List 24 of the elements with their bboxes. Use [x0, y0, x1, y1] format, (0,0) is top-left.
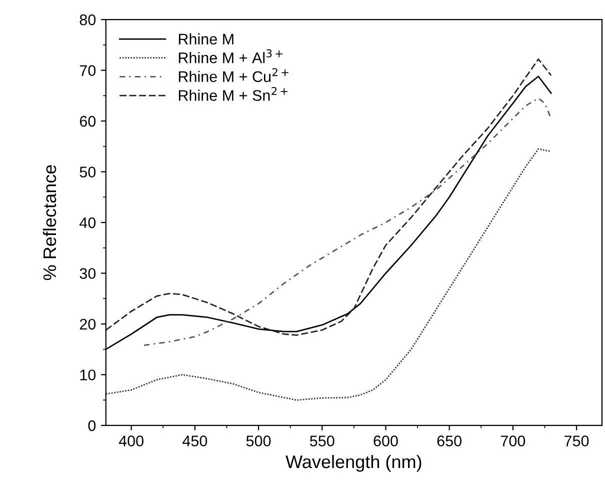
- x-tick-label: 700: [500, 436, 526, 446]
- x-tick-label: 450: [182, 436, 208, 446]
- y-tick-label: 70: [80, 65, 96, 76]
- y-tick-label: 80: [80, 14, 96, 26]
- x-axis-title: Wavelength (nm): [286, 454, 422, 472]
- x-tick-label: 650: [437, 436, 462, 446]
- y-tick-label: 40: [80, 217, 96, 228]
- legend-label: Rhine M + Al$^{3+}$: [178, 49, 282, 64]
- y-axis-title: % Reflectance: [42, 165, 56, 280]
- x-tick-label: 400: [118, 436, 144, 446]
- y-tick-label: 10: [80, 370, 96, 380]
- y-tick-label: 50: [80, 166, 96, 178]
- y-tick-label: 60: [80, 116, 96, 127]
- legend-label: Rhine M + Sn$^{2+}$: [178, 86, 288, 101]
- x-tick-label: 600: [374, 436, 398, 446]
- y-tick-label: 30: [80, 268, 96, 279]
- x-tick-label: 750: [564, 436, 589, 446]
- x-tick-label: 550: [310, 436, 334, 446]
- x-tick-label: 500: [246, 436, 271, 446]
- y-tick-label: 0: [88, 420, 96, 432]
- line-series: [106, 148, 552, 401]
- legend-label: Rhine M: [178, 33, 234, 45]
- legend-label: Rhine M + Cu$^{2+}$: [178, 68, 288, 82]
- y-tick-label: 20: [80, 318, 96, 330]
